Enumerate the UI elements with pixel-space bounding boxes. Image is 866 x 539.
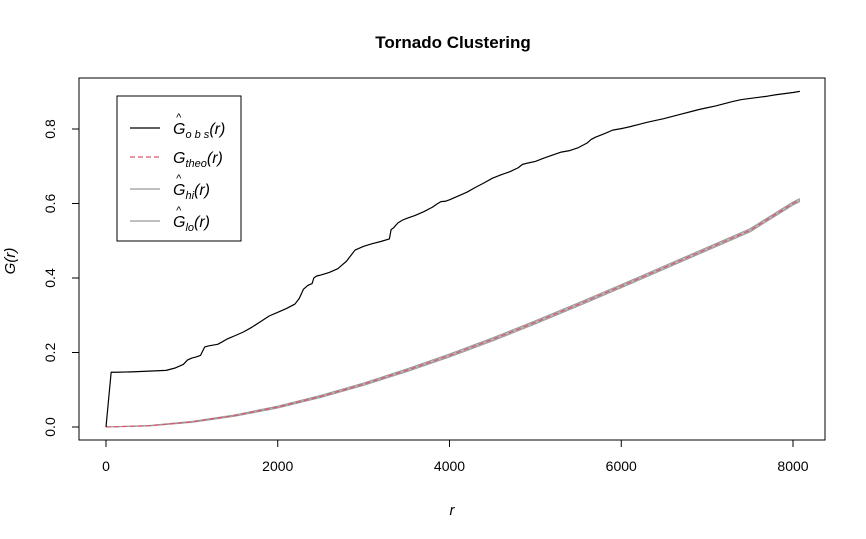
y-axis-label: G(r) [2,248,19,275]
legend-hat-mark: ^ [176,173,182,185]
y-tick-label: 0.0 [42,417,58,437]
series-line-hi [105,198,801,428]
y-tick-label: 0.4 [42,268,58,288]
x-axis-label: r [450,502,456,519]
x-axis: 0 2000 4000 6000 8000 [102,439,809,474]
legend-entry-label: Go b s(r) [173,121,225,141]
legend-hat-mark: ^ [176,205,182,217]
legend: Go b s(r)^Gtheo(r)Ghi(r)^Glo(r)^ [116,95,242,242]
x-tick-label: 0 [102,458,110,474]
y-tick-label: 0.6 [42,194,58,214]
legend-entry-label: Glo(r) [173,214,210,234]
y-tick-label: 0.8 [42,119,58,139]
x-tick-label: 4000 [434,458,465,474]
chart-title: Tornado Clustering [375,33,531,52]
legend-box [116,95,242,242]
legend-entry-label: Gtheo(r) [173,150,223,170]
legend-hat-mark: ^ [176,112,182,124]
y-axis: 0.0 0.2 0.4 0.6 0.8 [42,119,80,437]
x-tick-label: 6000 [606,458,637,474]
x-tick-label: 2000 [262,458,293,474]
legend-entry-label: Ghi(r) [173,182,210,202]
series-line-lo [105,201,801,428]
x-tick-label: 8000 [777,458,808,474]
series-line-theo [105,199,801,428]
series-line-obs [105,90,800,428]
y-tick-label: 0.2 [42,343,58,363]
plot-area [105,90,801,428]
